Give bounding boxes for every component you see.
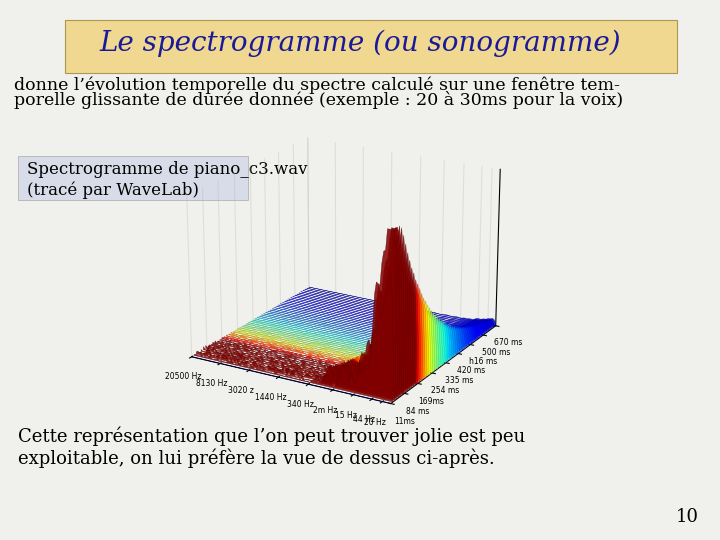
Text: porelle glissante de durée donnée (exemple : 20 à 30ms pour la voix): porelle glissante de durée donnée (exemp… xyxy=(14,91,624,109)
FancyBboxPatch shape xyxy=(18,156,248,200)
Text: exploitable, on lui préfère la vue de dessus ci-après.: exploitable, on lui préfère la vue de de… xyxy=(18,448,495,468)
Text: (tracé par WaveLab): (tracé par WaveLab) xyxy=(27,181,199,199)
Text: Spectrogramme de piano_c3.wav: Spectrogramme de piano_c3.wav xyxy=(27,161,307,178)
Text: donne l’évolution temporelle du spectre calculé sur une fenêtre tem-: donne l’évolution temporelle du spectre … xyxy=(14,77,620,94)
Text: 10: 10 xyxy=(675,509,698,526)
Text: Cette représentation que l’on peut trouver jolie est peu: Cette représentation que l’on peut trouv… xyxy=(18,427,526,446)
Text: Le spectrogramme (ou sonogramme): Le spectrogramme (ou sonogramme) xyxy=(99,30,621,57)
FancyBboxPatch shape xyxy=(65,20,677,73)
